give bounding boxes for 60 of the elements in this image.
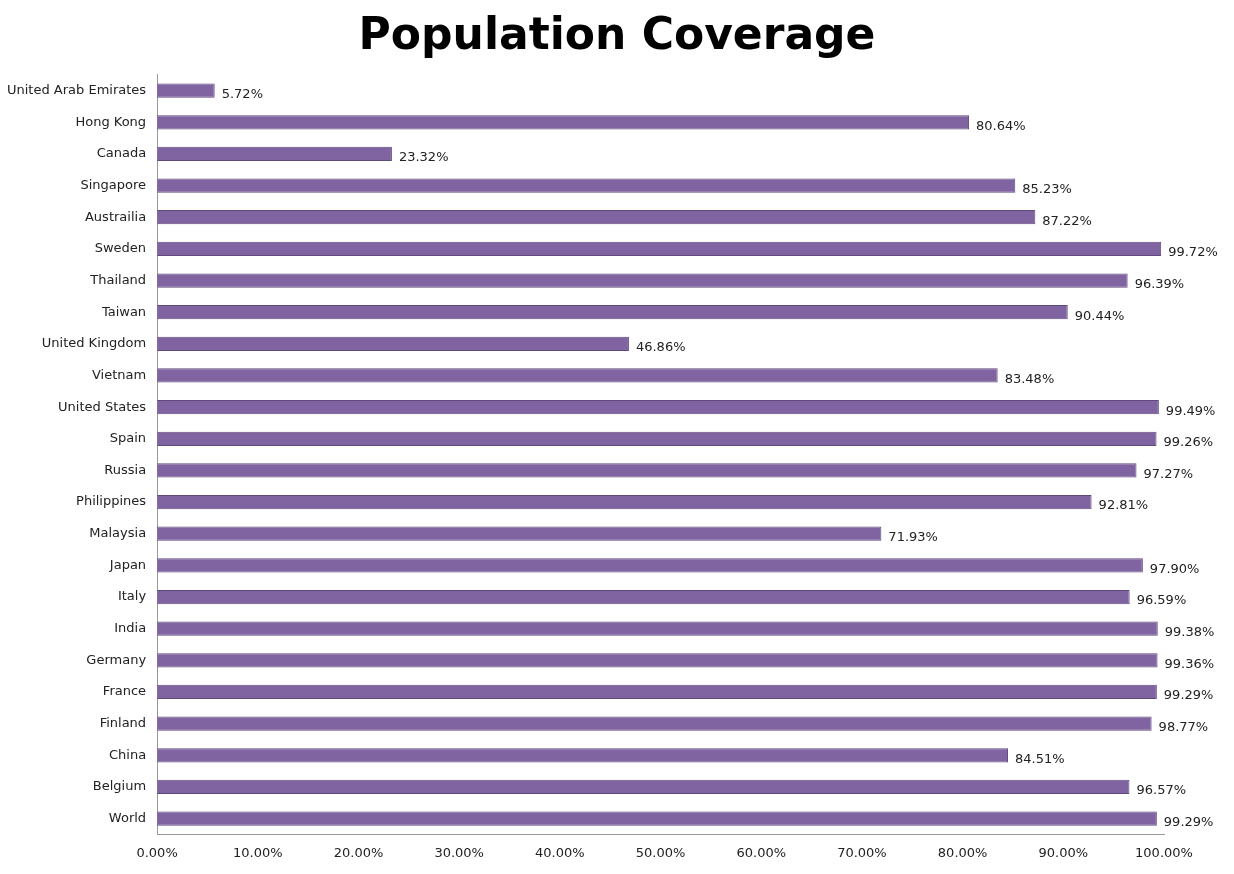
x-tick-label: 40.00% xyxy=(535,844,585,860)
y-tick-label: Italy xyxy=(117,588,147,604)
y-tick-label: Taiwan xyxy=(100,303,147,319)
y-tick-label: Spain xyxy=(109,430,147,446)
y-tick-label: China xyxy=(108,746,147,762)
x-tick-label: 90.00% xyxy=(1038,844,1089,860)
x-tick-label: 20.00% xyxy=(333,844,384,860)
x-tick-label: 50.00% xyxy=(635,844,686,860)
x-tick-label: 100.00% xyxy=(1135,844,1193,860)
data-label: 85.23% xyxy=(1022,180,1072,196)
y-tick-label: Canada xyxy=(96,145,147,161)
data-label: 97.27% xyxy=(1143,465,1194,481)
y-tick-label: World xyxy=(108,809,147,825)
y-tick-label: Germany xyxy=(86,651,147,667)
data-label: 98.77% xyxy=(1158,719,1209,734)
y-tick-label: Malaysia xyxy=(89,525,147,541)
y-tick-label: Sweden xyxy=(94,240,147,256)
chart-title: Population Coverage xyxy=(357,8,877,61)
x-tick-label: 10.00% xyxy=(233,844,283,860)
data-label: 99.49% xyxy=(1165,402,1216,418)
x-tick-label: 0.00% xyxy=(136,844,178,860)
data-label: 99.36% xyxy=(1164,655,1215,671)
data-label: 83.48% xyxy=(1004,370,1055,386)
x-tick-label: 70.00% xyxy=(837,844,887,860)
data-label: 99.29% xyxy=(1163,687,1214,703)
y-tick-label: Singapore xyxy=(80,176,147,192)
data-label: 90.44% xyxy=(1074,307,1125,323)
y-tick-label: Hong Kong xyxy=(75,113,147,129)
y-tick-label: Philippines xyxy=(76,493,147,509)
y-tick-label: Belgium xyxy=(92,778,147,794)
y-tick-label: France xyxy=(102,683,147,699)
data-label: 96.59% xyxy=(1136,592,1187,608)
x-tick-label: 30.00% xyxy=(434,844,484,860)
y-tick-label: Finland xyxy=(99,715,147,730)
data-label: 80.64% xyxy=(976,117,1026,133)
y-tick-label: United Kingdom xyxy=(41,335,147,351)
y-tick-label: Vietnam xyxy=(91,366,147,382)
data-label: 92.81% xyxy=(1098,497,1149,513)
data-label: 99.72% xyxy=(1168,244,1218,260)
y-tick-label: India xyxy=(114,620,147,636)
data-label: 99.29% xyxy=(1163,813,1214,829)
data-label: 99.38% xyxy=(1164,624,1215,640)
x-tick-label: 80.00% xyxy=(937,844,988,860)
y-tick-label: United States xyxy=(58,398,147,414)
data-label: 5.72% xyxy=(221,86,264,101)
data-label: 96.57% xyxy=(1136,782,1187,798)
data-label: 46.86% xyxy=(635,339,686,355)
data-label: 96.39% xyxy=(1134,275,1185,291)
data-label: 99.26% xyxy=(1163,434,1214,450)
y-tick-label: Thailand xyxy=(89,271,147,287)
y-tick-label: Japan xyxy=(108,556,147,572)
y-tick-label: United Arab Emirates xyxy=(6,82,147,97)
data-label: 71.93% xyxy=(888,529,938,545)
data-label: 23.32% xyxy=(398,149,449,165)
data-label: 97.90% xyxy=(1149,560,1200,576)
y-tick-label: Austrailia xyxy=(84,208,147,224)
data-label: 87.22% xyxy=(1042,212,1092,228)
y-tick-label: Russia xyxy=(104,461,147,477)
data-label: 84.51% xyxy=(1015,750,1065,766)
x-tick-label: 60.00% xyxy=(736,844,787,860)
